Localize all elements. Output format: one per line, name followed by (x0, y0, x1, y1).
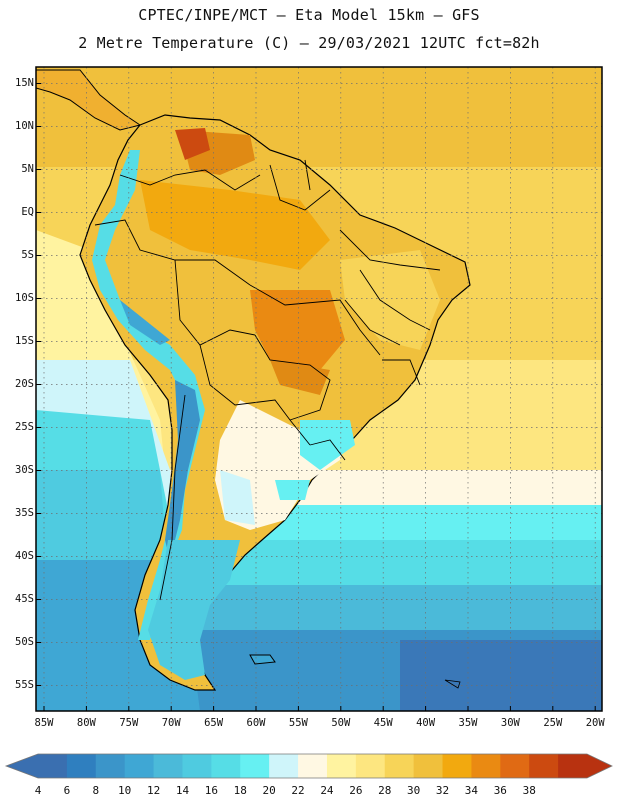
legend-swatch (500, 754, 530, 778)
legend-swatch (153, 754, 183, 778)
legend-level-label: 22 (291, 784, 305, 797)
legend-swatch (442, 754, 472, 778)
legend-swatch (471, 754, 501, 778)
legend-level-label: 28 (378, 784, 392, 797)
legend-swatch (355, 754, 386, 778)
lon-label: 70W (161, 717, 181, 729)
legend-level-label: 36 (493, 784, 507, 797)
lon-label: 20W (585, 717, 605, 729)
legend-level-label: 34 (464, 784, 479, 797)
lat-label: 20S (15, 377, 34, 390)
legend-swatch (298, 754, 328, 778)
legend-level-label: 16 (204, 784, 218, 797)
lat-label: 10S (15, 291, 34, 304)
legend-swatch (558, 754, 588, 778)
legend-swatch (384, 754, 415, 778)
lon-label: 80W (76, 717, 96, 729)
legend-level-label: 24 (320, 784, 334, 797)
lat-label: 55S (15, 678, 34, 691)
legend-low-arrow (6, 754, 38, 778)
legend-level-label: 6 (63, 784, 71, 797)
color-legend (4, 753, 613, 779)
lon-label: 25W (543, 717, 563, 729)
legend-level-label: 14 (175, 784, 190, 797)
lon-label: 50W (331, 717, 351, 729)
lon-label: 30W (500, 717, 520, 729)
map-frame (35, 66, 603, 712)
lon-label: 65W (204, 717, 224, 729)
legend-level-label: 8 (92, 784, 100, 797)
legend-swatch (66, 754, 97, 778)
lat-label: 40S (15, 549, 34, 562)
legend-level-label: 26 (349, 784, 363, 797)
lat-label: 30S (15, 463, 34, 476)
legend-swatch (38, 754, 68, 778)
legend-swatch (124, 754, 155, 778)
legend-level-label: 30 (407, 784, 421, 797)
legend-swatch (211, 754, 241, 778)
legend-level-label: 10 (118, 784, 132, 797)
legend-level-label: 12 (146, 784, 161, 797)
map-subtitle: 2 Metre Temperature (C) – 29/03/2021 12U… (78, 34, 540, 52)
lat-label: 15S (15, 334, 34, 347)
lon-label: 40W (416, 717, 436, 729)
legend-level-label: 38 (522, 784, 536, 797)
lon-label: 55W (288, 717, 308, 729)
lat-label: EQ (21, 205, 34, 218)
legend-swatch (95, 754, 126, 778)
legend-swatch (182, 754, 212, 778)
lat-label: 25S (15, 420, 34, 433)
lon-label: 45W (373, 717, 393, 729)
map-title: CPTEC/INPE/MCT – Eta Model 15km – GFS (138, 6, 480, 24)
lon-label: 75W (119, 717, 139, 729)
legend-level-label: 32 (435, 784, 450, 797)
lat-label: 5S (21, 248, 34, 261)
legend-high-arrow (587, 754, 612, 778)
lat-label: 50S (15, 635, 34, 648)
legend-level-label: 4 (34, 784, 42, 797)
legend-level-label: 18 (233, 784, 247, 797)
legend-swatch (326, 754, 357, 778)
lon-label: 35W (458, 717, 478, 729)
lat-label: 45S (15, 592, 34, 605)
lat-label: 35S (15, 506, 34, 519)
legend-swatch (413, 754, 444, 778)
lon-label: 60W (246, 717, 266, 729)
lat-label: 15N (15, 76, 34, 89)
legend-swatch (529, 754, 559, 778)
lat-label: 10N (15, 119, 34, 132)
lon-label: 85W (34, 717, 54, 729)
legend-swatch (269, 754, 299, 778)
lat-label: 5N (21, 162, 34, 175)
legend-swatch (240, 754, 270, 778)
legend-level-label: 20 (262, 784, 276, 797)
